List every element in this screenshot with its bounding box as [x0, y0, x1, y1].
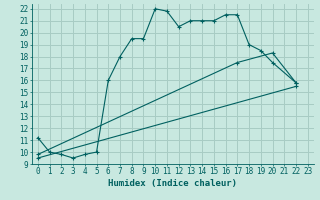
- X-axis label: Humidex (Indice chaleur): Humidex (Indice chaleur): [108, 179, 237, 188]
